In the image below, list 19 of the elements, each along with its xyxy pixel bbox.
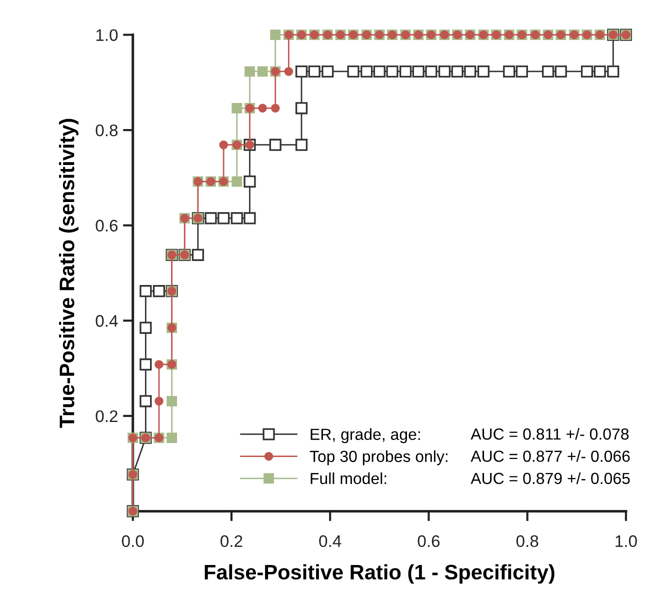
annotation: AUC = 0.811 +/- 0.078: [470, 428, 629, 440]
y-tick-label: 0.8: [96, 124, 118, 136]
x-tick-label: 0.4: [319, 535, 342, 548]
legend-label: ER, grade, age:: [310, 428, 420, 444]
annotation: AUC = 0.877 +/- 0.066: [470, 450, 630, 462]
x-tick-label: 0.8: [516, 535, 538, 548]
annotation: AUC = 0.879 +/- 0.065: [470, 472, 630, 484]
x-tick-label: 0.6: [418, 535, 440, 548]
y-axis-title: True-Positive Ratio (sensitivity): [59, 118, 78, 428]
x-tick-label: 1.0: [616, 535, 637, 548]
y-tick-label: 0.4: [96, 315, 118, 327]
y-tick-label: 1.0: [96, 29, 118, 42]
x-axis-title: False-Positive Ratio (1 - Specificity): [204, 564, 554, 584]
legend-label: Top 30 probes only:: [310, 450, 448, 466]
x-tick-label: 0.0: [122, 535, 144, 548]
y-tick-label: 0.2: [96, 410, 118, 422]
legend-label: Full model:: [310, 472, 386, 484]
y-tick-label: 0.6: [96, 220, 118, 232]
x-tick-label: 0.2: [220, 535, 242, 548]
